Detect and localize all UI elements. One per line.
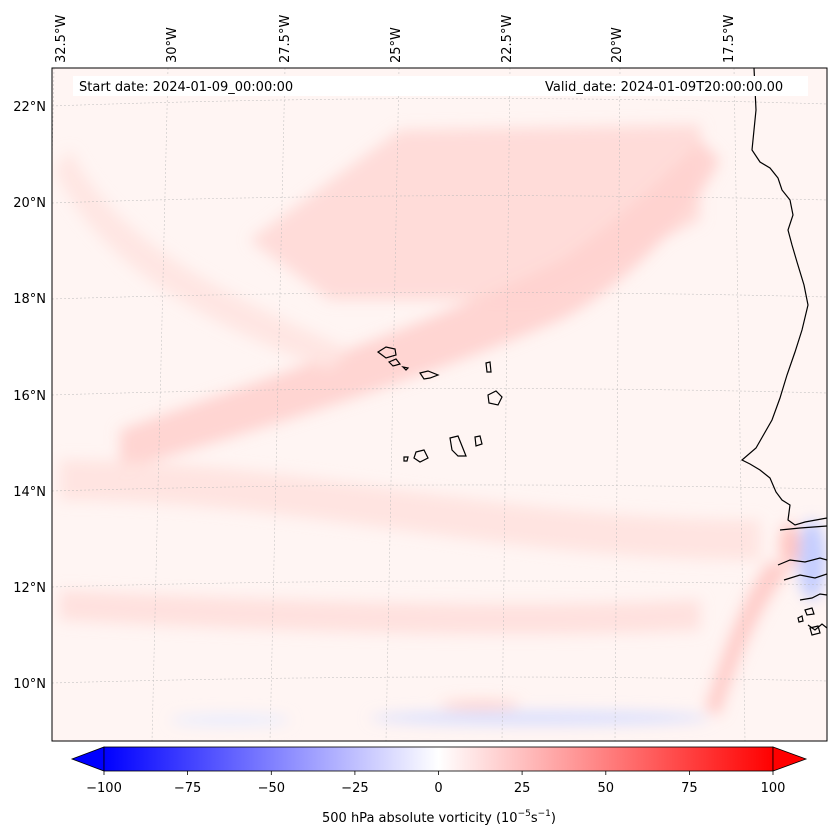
cape-verde-santa-luzia xyxy=(401,366,410,371)
lon-label-30w: 30°W xyxy=(165,27,180,63)
map-frame xyxy=(51,67,828,742)
colorbar-tick-label: −50 xyxy=(258,781,285,796)
colorbar-label: 500 hPa absolute vorticity (10−5s−1) xyxy=(322,809,556,826)
lat-label-16n: 16°N xyxy=(13,389,46,404)
valid-date-label: Valid_date: 2024-01-09T20:00:00.00 xyxy=(545,80,783,95)
lon-label-20w: 20°W xyxy=(610,27,625,63)
gambia-river xyxy=(779,525,827,531)
lon-label-22-5w: 22.5°W xyxy=(500,15,515,63)
colorbar: −100 −75 −50 −25 0 25 50 75 100 500 hPa … xyxy=(70,746,808,826)
positive-vorticity-coast xyxy=(780,523,800,567)
longitude-labels: 32.5°W 30°W 27.5°W 25°W 22.5°W 20°W 17.5… xyxy=(54,15,737,63)
vorticity-band-south xyxy=(60,590,700,635)
positive-vorticity-south xyxy=(440,700,520,710)
cape-verde-maio xyxy=(474,435,483,447)
colorbar-tick-label: −100 xyxy=(86,781,122,796)
cape-verde-sao-vicente xyxy=(387,358,402,367)
colorbar-tick-label: 100 xyxy=(761,781,786,796)
colorbar-tick-label: 0 xyxy=(434,781,442,796)
cape-verde-sao-nicolau xyxy=(419,370,440,380)
map-panel: Start date: 2024-01-09_00:00:00 Valid_da… xyxy=(51,67,828,742)
start-date-label: Start date: 2024-01-09_00:00:00 xyxy=(79,80,293,95)
vorticity-band-coastal-streak xyxy=(705,560,790,715)
vorticity-field xyxy=(52,68,827,741)
vorticity-band-diagonal xyxy=(120,140,720,470)
colorbar-ticks xyxy=(103,771,774,775)
cape-verde-santiago xyxy=(449,435,467,457)
lat-label-20n: 20°N xyxy=(13,196,46,211)
colorbar-tick-labels: −100 −75 −50 −25 0 25 50 75 100 xyxy=(86,781,785,796)
colorbar-tick-label: −75 xyxy=(174,781,201,796)
guinea-bissau-coast xyxy=(777,557,827,631)
latitude-labels: 22°N 20°N 18°N 16°N 14°N 12°N 10°N xyxy=(13,100,46,692)
lat-label-14n: 14°N xyxy=(13,485,46,500)
bijagos-islands xyxy=(797,607,821,636)
negative-vorticity-south-west xyxy=(170,714,290,726)
lon-label-32-5w: 32.5°W xyxy=(54,15,69,63)
header-box xyxy=(73,76,808,96)
colorbar-label-prefix: 500 hPa absolute vorticity (10 xyxy=(322,811,518,826)
colorbar-extend-max xyxy=(772,746,808,772)
colorbar-tick-label: −25 xyxy=(341,781,368,796)
cape-verde-fogo xyxy=(413,449,429,463)
colorbar-tick-label: 25 xyxy=(514,781,531,796)
cape-verde-boa-vista xyxy=(487,390,503,406)
colorbar-gradient xyxy=(103,746,774,772)
west-africa-coastline xyxy=(740,68,827,526)
colorbar-label-suffix: ) xyxy=(551,811,556,826)
lat-label-12n: 12°N xyxy=(13,581,46,596)
lat-label-10n: 10°N xyxy=(13,677,46,692)
coastlines xyxy=(376,68,827,636)
lon-label-17-5w: 17.5°W xyxy=(722,15,737,63)
cape-verde-brava xyxy=(403,456,409,462)
colorbar-extend-min xyxy=(70,746,105,772)
colorbar-tick-label: 75 xyxy=(681,781,698,796)
cape-verde-sal xyxy=(485,361,492,373)
lon-label-25w: 25°W xyxy=(389,27,404,63)
negative-vorticity-south xyxy=(370,711,710,725)
graticule xyxy=(52,68,827,741)
colorbar-label-exp2: −1 xyxy=(538,809,551,819)
colorbar-tick-label: 50 xyxy=(598,781,615,796)
colorbar-label-mid: s xyxy=(531,811,538,826)
colorbar-label-exp1: −5 xyxy=(518,809,531,819)
lat-label-22n: 22°N xyxy=(13,100,46,115)
cape-verde-santo-antao xyxy=(376,346,397,359)
vorticity-band-west xyxy=(55,150,350,370)
vorticity-band-mid xyxy=(60,460,760,560)
lat-label-18n: 18°N xyxy=(13,292,46,307)
lon-label-27-5w: 27.5°W xyxy=(278,15,293,63)
